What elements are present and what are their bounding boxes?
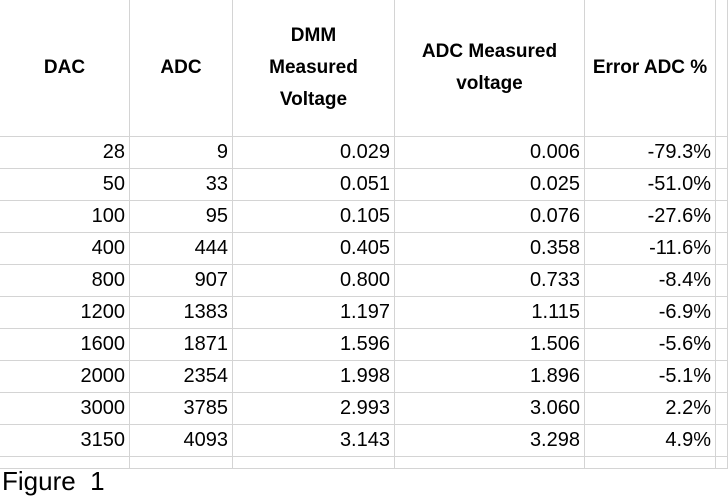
header-cell: ADC Measured voltage [395, 0, 585, 137]
data-cell: 2354 [130, 361, 233, 393]
empty-cell [585, 457, 716, 469]
data-cell: 3.298 [395, 425, 585, 457]
data-cell: 50 [0, 169, 130, 201]
data-cell: 907 [130, 265, 233, 297]
data-cell: 1.896 [395, 361, 585, 393]
data-cell: 1.998 [233, 361, 395, 393]
data-cell: 95 [130, 201, 233, 233]
data-cell: 3.143 [233, 425, 395, 457]
data-cell: 100 [0, 201, 130, 233]
data-cell: 1600 [0, 329, 130, 361]
data-cell: -11.6% [585, 233, 716, 265]
data-cell [716, 137, 728, 169]
header-text: Measured [269, 57, 358, 78]
data-cell: 1871 [130, 329, 233, 361]
header-text: ADC Measured [421, 41, 558, 62]
header-cell [716, 0, 728, 137]
data-cell: 800 [0, 265, 130, 297]
header-text: DMM [290, 25, 337, 46]
header-cell: DMM Measured Voltage [233, 0, 395, 137]
data-cell: -27.6% [585, 201, 716, 233]
header-text: voltage [456, 73, 523, 94]
data-cell: 444 [130, 233, 233, 265]
data-cell: 3150 [0, 425, 130, 457]
data-cell: 2.993 [233, 393, 395, 425]
data-cell: 9 [130, 137, 233, 169]
data-cell: 0.076 [395, 201, 585, 233]
data-cell [716, 201, 728, 233]
data-cell: 2.2% [585, 393, 716, 425]
data-cell: 0.800 [233, 265, 395, 297]
data-cell: 2000 [0, 361, 130, 393]
data-cell: -5.1% [585, 361, 716, 393]
data-cell: -8.4% [585, 265, 716, 297]
data-cell [716, 361, 728, 393]
data-cell [716, 265, 728, 297]
header-cell: ADC [130, 0, 233, 137]
data-cell: 0.358 [395, 233, 585, 265]
data-cell: 1.115 [395, 297, 585, 329]
data-cell: -5.6% [585, 329, 716, 361]
header-cell: Error ADC % [585, 0, 716, 137]
data-cell: 0.405 [233, 233, 395, 265]
empty-cell [233, 457, 395, 469]
data-cell: 3785 [130, 393, 233, 425]
caption: Figure 1 [2, 466, 105, 496]
data-cell: 0.006 [395, 137, 585, 169]
data-cell: 0.025 [395, 169, 585, 201]
header-text: Voltage [279, 89, 348, 110]
data-cell: 0.029 [233, 137, 395, 169]
empty-cell [130, 457, 233, 469]
data-cell: -79.3% [585, 137, 716, 169]
data-cell: 1383 [130, 297, 233, 329]
data-cell: 0.051 [233, 169, 395, 201]
data-cell: -6.9% [585, 297, 716, 329]
data-cell: 1.197 [233, 297, 395, 329]
data-cell: 3.060 [395, 393, 585, 425]
data-cell [716, 169, 728, 201]
data-cell: 4093 [130, 425, 233, 457]
data-cell: 1.506 [395, 329, 585, 361]
data-cell [716, 393, 728, 425]
empty-cell [0, 457, 130, 469]
header-text: Error ADC % [592, 57, 708, 78]
data-cell: 28 [0, 137, 130, 169]
data-cell [716, 233, 728, 265]
data-cell: 1200 [0, 297, 130, 329]
empty-cell [716, 457, 728, 469]
data-cell: 400 [0, 233, 130, 265]
header-cell: DAC [0, 0, 130, 137]
data-cell: 1.596 [233, 329, 395, 361]
empty-cell [395, 457, 585, 469]
data-cell: 33 [130, 169, 233, 201]
data-cell [716, 297, 728, 329]
data-cell: 0.105 [233, 201, 395, 233]
header-text: DAC [43, 57, 86, 78]
header-text: ADC [160, 57, 202, 78]
data-cell: -51.0% [585, 169, 716, 201]
data-cell: 0.733 [395, 265, 585, 297]
data-cell [716, 425, 728, 457]
data-cell: 3000 [0, 393, 130, 425]
data-cell [716, 329, 728, 361]
data-cell: 4.9% [585, 425, 716, 457]
